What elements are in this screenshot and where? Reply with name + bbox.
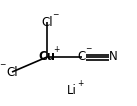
Text: Cl: Cl <box>6 66 18 79</box>
Text: +: + <box>77 79 83 87</box>
Text: −: − <box>85 45 91 54</box>
Text: −: − <box>0 61 5 70</box>
Text: Cl: Cl <box>41 15 53 29</box>
Text: N: N <box>109 50 117 63</box>
Text: Li: Li <box>67 84 77 96</box>
Text: −: − <box>52 10 58 20</box>
Text: +: + <box>53 45 59 54</box>
Text: C: C <box>78 50 86 63</box>
Text: Cu: Cu <box>38 50 55 63</box>
